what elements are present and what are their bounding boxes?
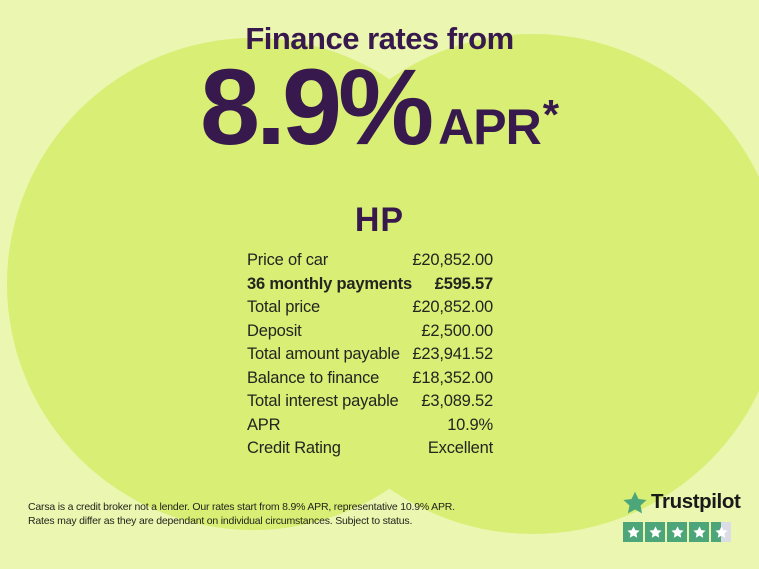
finance-row-value: £3,089.52 [421, 392, 493, 411]
finance-table-row: APR 10.9% [247, 414, 493, 438]
finance-row-label: Balance to finance [247, 368, 380, 387]
finance-table-row: Credit Rating Excellent [247, 437, 493, 461]
rating-star-box [711, 522, 731, 542]
finance-row-value: £2,500.00 [421, 321, 493, 340]
finance-row-label: APR [247, 415, 281, 434]
finance-row-label: Credit Rating [247, 439, 341, 458]
finance-row-label: Total interest payable [247, 392, 399, 411]
finance-table-row: Price of car £20,852.00 [247, 249, 493, 273]
trustpilot-logo: Trustpilot [623, 490, 741, 514]
disclaimer: Carsa is a credit broker not a lender. O… [28, 501, 455, 528]
disclaimer-line-2: Rates may differ as they are dependant o… [28, 514, 413, 527]
trustpilot-star-icon [623, 491, 647, 513]
rating-star-box [623, 522, 643, 542]
finance-row-label: Price of car [247, 251, 329, 270]
finance-row-value: £23,941.52 [412, 345, 493, 364]
finance-table-row: 36 monthly payments £595.57 [247, 273, 493, 297]
trustpilot-widget: Trustpilot [623, 490, 741, 542]
finance-table-row: Total interest payable £3,089.52 [247, 390, 493, 414]
background-blob-right [283, 34, 759, 534]
trustpilot-wordmark: Trustpilot [651, 490, 741, 513]
disclaimer-line-1: Carsa is a credit broker not a lender. O… [28, 501, 455, 513]
rating-star-box [689, 522, 709, 542]
rating-star-box [667, 522, 687, 542]
finance-table: Price of car £20,852.00 36 monthly payme… [247, 249, 493, 461]
finance-table-row: Balance to finance £18,352.00 [247, 367, 493, 391]
apr-headline: 8.9% APR * [0, 46, 759, 167]
finance-table-row: Total price £20,852.00 [247, 296, 493, 320]
finance-row-value: £20,852.00 [412, 298, 493, 317]
heading-finance-rates-from: Finance rates from [245, 21, 514, 56]
apr-rate-value: 8.9% [199, 46, 434, 167]
apr-rate-suffix: APR [438, 99, 542, 155]
trustpilot-stars [623, 522, 740, 542]
finance-row-value: £595.57 [434, 274, 493, 293]
finance-type-title: HP [354, 201, 405, 239]
finance-row-label: Total amount payable [247, 345, 400, 364]
apr-asterisk: * [542, 91, 560, 138]
finance-row-value: £18,352.00 [412, 368, 493, 387]
finance-row-label: Deposit [247, 321, 302, 340]
finance-row-value: Excellent [427, 439, 493, 458]
finance-row-label: Total price [247, 298, 321, 317]
finance-table-row: Total amount payable £23,941.52 [247, 343, 493, 367]
finance-row-label: 36 monthly payments [247, 274, 412, 293]
finance-table-row: Deposit £2,500.00 [247, 320, 493, 344]
rating-star-box [645, 522, 665, 542]
finance-row-value: 10.9% [447, 415, 493, 434]
finance-row-value: £20,852.00 [412, 251, 493, 270]
